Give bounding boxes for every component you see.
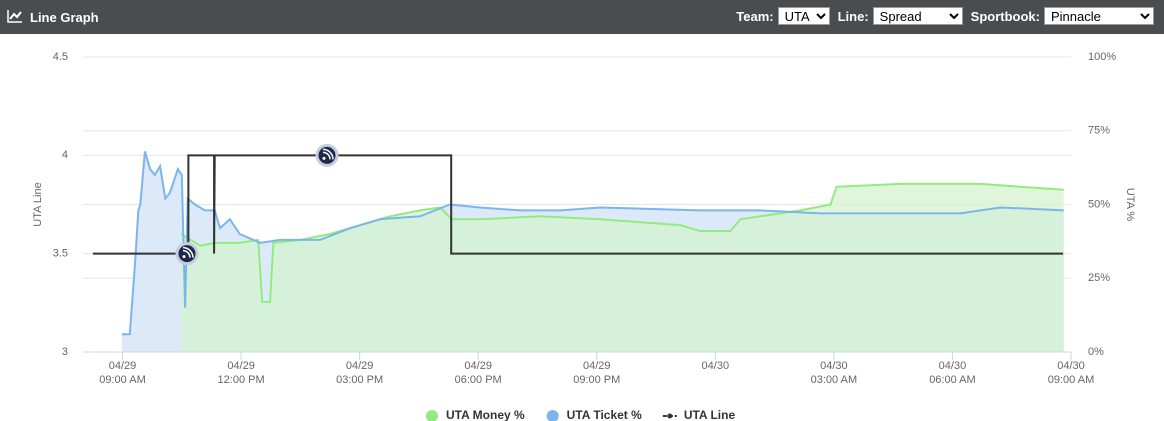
x-tick-label: 04/30 — [939, 360, 967, 372]
y2-tick-label: 100% — [1088, 51, 1116, 63]
x-tick-label: 04/29 — [464, 360, 492, 372]
header-title: Line Graph — [30, 10, 99, 25]
event-icon-dot — [182, 255, 186, 259]
series-line — [121, 151, 1064, 336]
y2-tick-label: 25% — [1088, 272, 1110, 284]
controls: Team: UTA Line: Spread Sportbook: Pinnac… — [736, 7, 1158, 25]
legend-label: UTA Line — [684, 408, 736, 421]
header-bar: Line Graph Team: UTA Line: Spread Sportb… — [0, 0, 1164, 34]
x-tick-label: 04/29 — [227, 360, 255, 372]
x-tick-label: 04/29 — [109, 360, 137, 372]
x-tick-label: 09:00 AM — [1048, 374, 1094, 386]
y2-tick-label: 50% — [1088, 198, 1110, 210]
event-icon — [315, 143, 339, 167]
y-tick-label: 3.5 — [53, 248, 68, 260]
event-icon-glyph — [182, 246, 194, 258]
x-tick-label: 04/30 — [820, 360, 848, 372]
team-label: Team: — [736, 8, 774, 24]
x-tick-label: 12:00 PM — [218, 374, 265, 386]
team-select[interactable]: UTA — [777, 7, 830, 25]
legend-label: UTA Ticket % — [567, 408, 642, 421]
chart: 3 3.5 4 4.5 0% 25% 50% 75% 100% UTA Line UTA % 04/2… — [32, 51, 1136, 421]
event-icon-dot — [322, 156, 326, 160]
legend-item: UTA Ticket % — [546, 408, 642, 421]
y-tick-label: 4.5 — [53, 51, 68, 63]
y2-tick-label: 0% — [1088, 346, 1104, 358]
y2-axis-title: UTA % — [1124, 188, 1136, 222]
x-tick-label: 09:00 AM — [99, 374, 145, 386]
x-tick-label: 04/30 — [702, 360, 730, 372]
legend-item: UTA Money % — [426, 408, 525, 421]
x-tick-label: 04/29 — [583, 360, 611, 372]
y-tick-label: 3 — [62, 346, 68, 358]
area — [181, 183, 1064, 352]
line-label: Line: — [837, 8, 869, 24]
x-tick-label: 03:00 PM — [336, 374, 383, 386]
x-tick-label: 06:00 AM — [929, 374, 975, 386]
y2-tick-label: 75% — [1088, 125, 1110, 137]
legend-symbol — [667, 413, 673, 419]
event-icon-glyph — [322, 148, 334, 160]
x-tick-label: 04/30 — [1057, 360, 1085, 372]
sportsbook-label: Sportbook: — [970, 8, 1040, 24]
line-select[interactable]: Spread — [872, 7, 963, 25]
y-tick-label: 4 — [62, 149, 68, 161]
sportsbook-select[interactable]: Pinnacle — [1044, 7, 1154, 25]
legend-label: UTA Money % — [446, 408, 525, 421]
chart-icon — [7, 10, 22, 23]
x-tick-label: 04/29 — [346, 360, 374, 372]
event-icon — [175, 242, 199, 266]
legend-item: UTA Line — [662, 408, 736, 421]
x-tick-label: 03:00 AM — [811, 374, 857, 386]
y-axis-title: UTA Line — [32, 182, 44, 226]
x-tick-label: 06:00 PM — [455, 374, 502, 386]
legend-symbol — [546, 410, 559, 421]
legend-symbol — [426, 410, 438, 421]
x-tick-label: 09:00 PM — [573, 374, 620, 386]
